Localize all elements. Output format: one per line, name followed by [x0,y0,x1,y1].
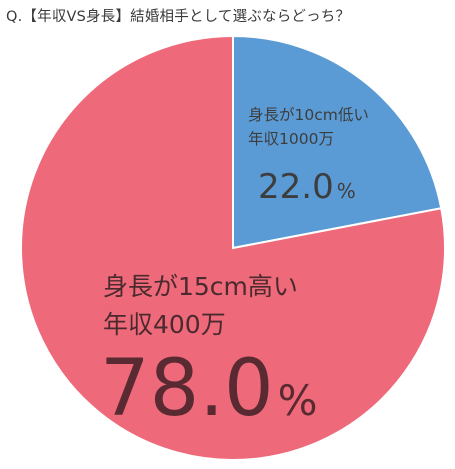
pie-slice-2 [20,34,446,461]
chart-title: Q.【年収VS身長】結婚相手として選ぶならどっち？ [6,9,351,25]
pie-labels: 身長が10cm低い 年収1000万 22.0% 身長が15cm高い 年収400万… [100,106,369,434]
slice-2-label-line2: 年収400万 [103,310,226,339]
slice-1-percentage-value: 22.0 [258,167,334,207]
slice-1-percentage-sign: % [337,179,356,203]
pie-slices [20,34,446,461]
slice-1-label-line2: 年収1000万 [248,130,334,148]
slice-2-percentage-sign: % [278,376,318,425]
slice-2-label-line1: 身長が15cm高い [103,272,298,301]
slice-1-label-line1: 身長が10cm低い [248,106,369,124]
pie-slice-1 [232,34,443,250]
slice-1-percentage: 22.0% [258,167,356,207]
slice-2-percentage: 78.0% [100,344,318,434]
slice-2-percentage-value: 78.0 [100,344,274,434]
